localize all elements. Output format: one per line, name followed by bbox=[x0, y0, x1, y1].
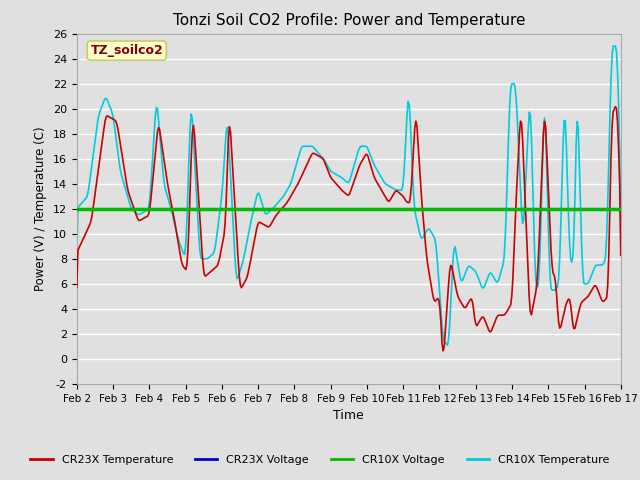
CR10X Voltage bbox=[604, 206, 612, 212]
CR10X Voltage bbox=[367, 206, 375, 212]
Line: CR10X Temperature: CR10X Temperature bbox=[77, 46, 621, 345]
CR10X Temperature bbox=[367, 154, 375, 160]
CR23X Voltage bbox=[617, 206, 625, 212]
CR10X Temperature bbox=[397, 187, 404, 193]
CR10X Temperature bbox=[335, 173, 342, 179]
CR23X Temperature bbox=[332, 180, 339, 186]
CR23X Voltage bbox=[604, 206, 612, 212]
CR10X Voltage bbox=[335, 206, 342, 212]
Title: Tonzi Soil CO2 Profile: Power and Temperature: Tonzi Soil CO2 Profile: Power and Temper… bbox=[173, 13, 525, 28]
CR10X Voltage bbox=[73, 206, 81, 212]
CR23X Temperature bbox=[335, 183, 342, 189]
CR10X Voltage bbox=[397, 206, 404, 212]
CR10X Voltage bbox=[617, 206, 625, 212]
CR23X Voltage bbox=[335, 206, 342, 212]
CR10X Voltage bbox=[519, 206, 527, 212]
Line: CR23X Temperature: CR23X Temperature bbox=[77, 107, 621, 351]
CR10X Voltage bbox=[332, 206, 339, 212]
Text: TZ_soilco2: TZ_soilco2 bbox=[90, 44, 163, 57]
CR10X Temperature bbox=[444, 342, 451, 348]
CR23X Voltage bbox=[397, 206, 404, 212]
CR23X Temperature bbox=[617, 252, 625, 258]
X-axis label: Time: Time bbox=[333, 409, 364, 422]
CR23X Temperature bbox=[397, 191, 404, 197]
CR10X Temperature bbox=[609, 43, 617, 49]
CR23X Temperature bbox=[520, 165, 527, 171]
CR10X Temperature bbox=[605, 157, 612, 163]
CR10X Temperature bbox=[617, 233, 625, 239]
CR23X Temperature bbox=[367, 164, 375, 170]
Legend: CR23X Temperature, CR23X Voltage, CR10X Voltage, CR10X Temperature: CR23X Temperature, CR23X Voltage, CR10X … bbox=[26, 451, 614, 469]
CR23X Temperature bbox=[73, 284, 81, 290]
Y-axis label: Power (V) / Temperature (C): Power (V) / Temperature (C) bbox=[35, 127, 47, 291]
CR23X Voltage bbox=[73, 206, 81, 212]
CR23X Temperature bbox=[439, 348, 447, 354]
CR10X Temperature bbox=[332, 171, 339, 177]
CR23X Temperature bbox=[611, 104, 619, 109]
CR10X Temperature bbox=[73, 255, 81, 261]
CR23X Voltage bbox=[332, 206, 339, 212]
CR23X Temperature bbox=[605, 252, 612, 258]
CR10X Temperature bbox=[520, 216, 527, 222]
CR23X Voltage bbox=[519, 206, 527, 212]
CR23X Voltage bbox=[367, 206, 375, 212]
